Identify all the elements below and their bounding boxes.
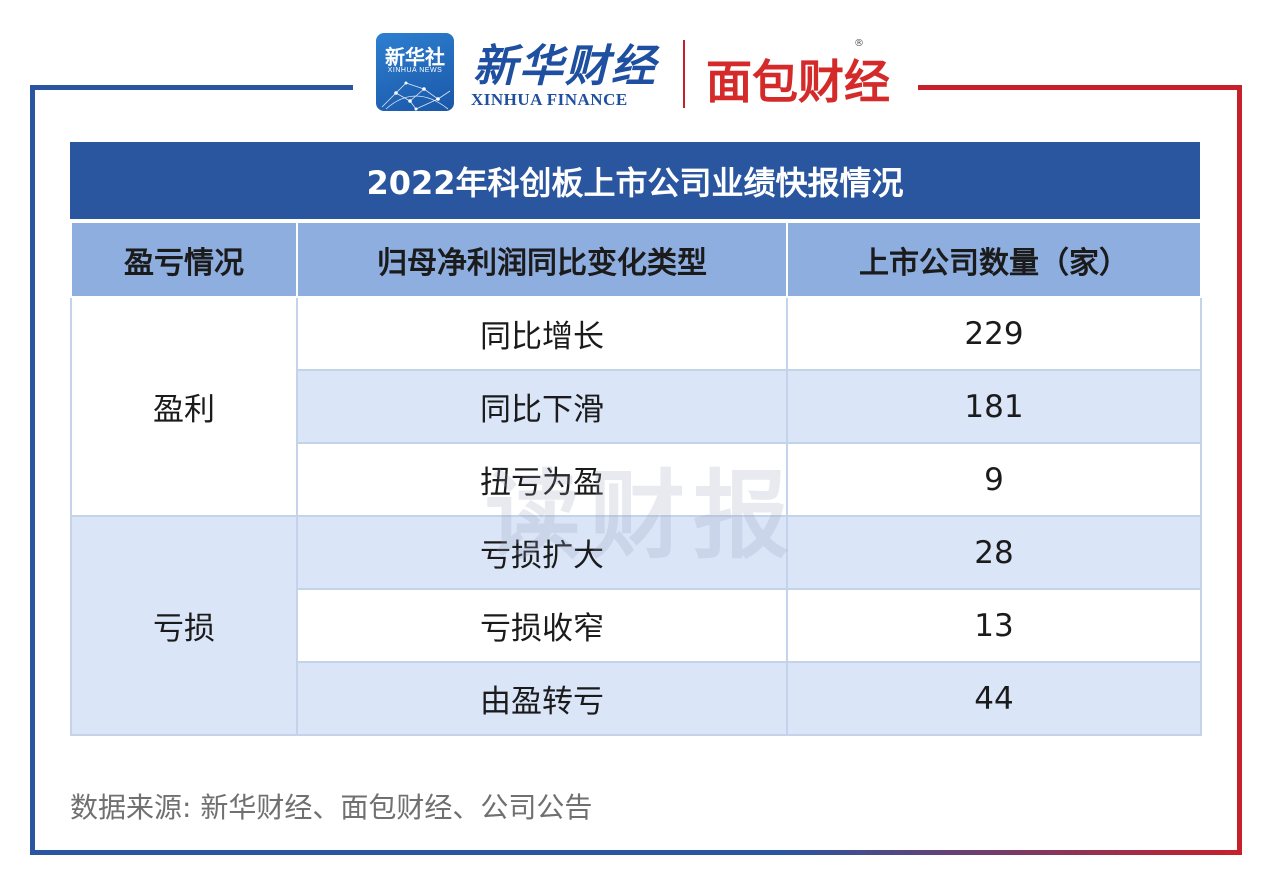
type-cell: 同比下滑 (296, 369, 788, 444)
table-row: 扭亏为盈 9 (71, 442, 1202, 517)
registered-mark: ® (854, 38, 864, 49)
type-cell: 亏损收窄 (296, 588, 788, 663)
table-row: 由盈转亏 44 (71, 661, 1202, 736)
count-cell: 181 (786, 369, 1202, 444)
xinhua-finance-logo-en: XINHUA FINANCE (471, 90, 628, 109)
frame-right-border (1237, 85, 1242, 855)
frame-top-left-border (30, 85, 353, 90)
category-cell-loss: 亏损 (70, 515, 298, 736)
count-cell: 44 (786, 661, 1202, 736)
count-cell: 229 (786, 296, 1202, 371)
xinhua-news-logo: 新华社 XINHUA NEWS (376, 33, 454, 111)
frame-left-border (30, 85, 35, 855)
count-cell: 13 (786, 588, 1202, 663)
results-table: 盈亏情况 归母净利润同比变化类型 上市公司数量（家） 盈利 同比增长 229 同… (70, 221, 1202, 736)
table-row: 盈利 同比增长 229 (70, 296, 1202, 517)
category-cell-profit: 盈利 (70, 296, 298, 517)
header-company-count: 上市公司数量（家） (786, 221, 1202, 298)
table-row: 亏损收窄 13 (71, 588, 1202, 663)
xinhua-news-logo-cn: 新华社 (385, 45, 445, 69)
logo-divider (683, 40, 685, 108)
type-cell: 扭亏为盈 (296, 442, 788, 517)
xinhua-news-logo-en: XINHUA NEWS (387, 67, 443, 74)
header-profit-loss: 盈亏情况 (70, 221, 298, 298)
mianbao-finance-logo-text: 面包财经 (706, 55, 890, 109)
table-row: 亏损 亏损扩大 28 (70, 515, 1202, 736)
network-globe-icon (381, 81, 451, 111)
count-cell: 28 (786, 515, 1202, 590)
header-change-type: 归母净利润同比变化类型 (296, 221, 788, 298)
type-cell: 由盈转亏 (296, 661, 788, 736)
frame-top-right-border (918, 85, 1242, 90)
table-row: 同比下滑 181 (71, 369, 1202, 444)
table-title: 2022年科创板上市公司业绩快报情况 (70, 142, 1200, 221)
type-cell: 亏损扩大 (296, 515, 788, 590)
type-cell: 同比增长 (296, 296, 788, 371)
table-header-row: 盈亏情况 归母净利润同比变化类型 上市公司数量（家） (70, 221, 1202, 298)
frame-bottom-border (30, 850, 1242, 855)
data-source-note: 数据来源: 新华财经、面包财经、公司公告 (70, 791, 593, 824)
results-table-container: 2022年科创板上市公司业绩快报情况 盈亏情况 归母净利润同比变化类型 上市公司… (70, 142, 1202, 736)
mianbao-finance-logo: 面包财经 ® (706, 38, 906, 109)
xinhua-finance-logo-cn: 新华财经 (473, 41, 657, 92)
count-cell: 9 (786, 442, 1202, 517)
xinhua-finance-logo: 新华财经 XINHUA FINANCE (465, 30, 665, 112)
